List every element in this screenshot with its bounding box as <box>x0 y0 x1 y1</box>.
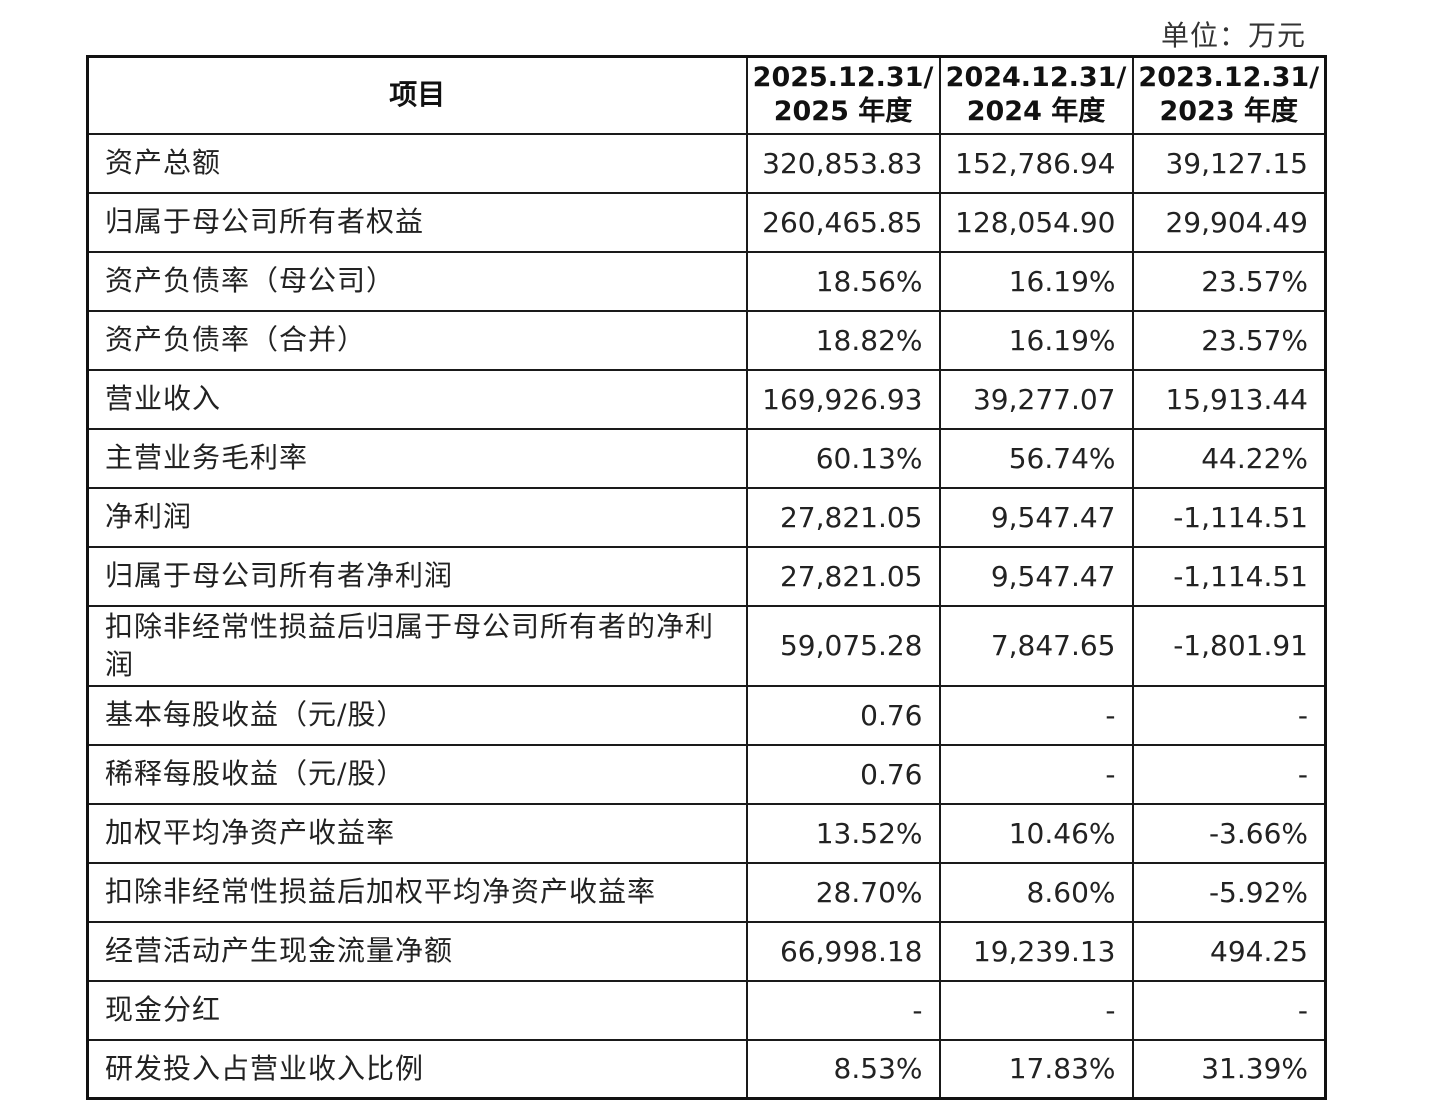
value-2023: -1,801.91 <box>1131 604 1327 687</box>
value-2025: - <box>745 979 941 1041</box>
value-2023: - <box>1131 979 1327 1041</box>
value-2025: 66,998.18 <box>745 920 941 982</box>
table-row: 稀释每股收益（元/股） 0.76 - - <box>86 743 1327 805</box>
row-label: 现金分红 <box>86 979 748 1041</box>
value-2023: -1,114.51 <box>1131 486 1327 548</box>
row-label: 基本每股收益（元/股） <box>86 684 748 746</box>
table-header-row: 项目 2025.12.31/ 2025 年度 2024.12.31/ 2024 … <box>86 55 1327 135</box>
value-2025: 59,075.28 <box>745 604 941 687</box>
table-row: 主营业务毛利率 60.13% 56.74% 44.22% <box>86 427 1327 489</box>
row-label: 资产总额 <box>86 132 748 194</box>
row-label: 经营活动产生现金流量净额 <box>86 920 748 982</box>
value-2025: 28.70% <box>745 861 941 923</box>
table-row: 资产负债率（母公司） 18.56% 16.19% 23.57% <box>86 250 1327 312</box>
value-2024: 16.19% <box>938 309 1134 371</box>
value-2023: 31.39% <box>1131 1038 1327 1100</box>
row-label: 加权平均净资产收益率 <box>86 802 748 864</box>
value-2023: 23.57% <box>1131 250 1327 312</box>
row-label: 扣除非经常性损益后加权平均净资产收益率 <box>86 861 748 923</box>
row-label: 归属于母公司所有者净利润 <box>86 545 748 607</box>
value-2025: 169,926.93 <box>745 368 941 430</box>
row-label: 稀释每股收益（元/股） <box>86 743 748 805</box>
value-2024: 128,054.90 <box>938 191 1134 253</box>
row-label: 扣除非经常性损益后归属于母公司所有者的净利润 <box>86 604 748 687</box>
value-2025: 260,465.85 <box>745 191 941 253</box>
value-2024: 17.83% <box>938 1038 1134 1100</box>
table-row: 资产负债率（合并） 18.82% 16.19% 23.57% <box>86 309 1327 371</box>
value-2025: 27,821.05 <box>745 545 941 607</box>
header-2023-date: 2023.12.31/ <box>1138 62 1320 94</box>
value-2024: - <box>938 979 1134 1041</box>
value-2025: 13.52% <box>745 802 941 864</box>
value-2025: 0.76 <box>745 684 941 746</box>
table-row: 基本每股收益（元/股） 0.76 - - <box>86 684 1327 746</box>
value-2023: 494.25 <box>1131 920 1327 982</box>
value-2023: -5.92% <box>1131 861 1327 923</box>
row-label: 资产负债率（母公司） <box>86 250 748 312</box>
table-row: 扣除非经常性损益后加权平均净资产收益率 28.70% 8.60% -5.92% <box>86 861 1327 923</box>
header-item: 项目 <box>86 55 748 135</box>
header-2025: 2025.12.31/ 2025 年度 <box>745 55 941 135</box>
value-2024: 152,786.94 <box>938 132 1134 194</box>
value-2024: 8.60% <box>938 861 1134 923</box>
row-label: 主营业务毛利率 <box>86 427 748 489</box>
header-2023-year: 2023 年度 <box>1159 96 1299 128</box>
table-row: 扣除非经常性损益后归属于母公司所有者的净利润 59,075.28 7,847.6… <box>86 604 1327 687</box>
value-2024: 56.74% <box>938 427 1134 489</box>
unit-label: 单位：万元 <box>1160 19 1306 52</box>
value-2023: 23.57% <box>1131 309 1327 371</box>
value-2024: 19,239.13 <box>938 920 1134 982</box>
value-2023: 29,904.49 <box>1131 191 1327 253</box>
financial-table: 项目 2025.12.31/ 2025 年度 2024.12.31/ 2024 … <box>86 55 1327 1100</box>
header-2024: 2024.12.31/ 2024 年度 <box>938 55 1134 135</box>
table-row: 经营活动产生现金流量净额 66,998.18 19,239.13 494.25 <box>86 920 1327 982</box>
value-2024: 9,547.47 <box>938 545 1134 607</box>
value-2025: 60.13% <box>745 427 941 489</box>
value-2023: - <box>1131 743 1327 805</box>
table-row: 研发投入占营业收入比例 8.53% 17.83% 31.39% <box>86 1038 1327 1100</box>
value-2025: 27,821.05 <box>745 486 941 548</box>
value-2025: 18.82% <box>745 309 941 371</box>
header-2025-year: 2025 年度 <box>773 96 913 128</box>
table-row: 归属于母公司所有者净利润 27,821.05 9,547.47 -1,114.5… <box>86 545 1327 607</box>
value-2023: -3.66% <box>1131 802 1327 864</box>
value-2023: 15,913.44 <box>1131 368 1327 430</box>
value-2024: 16.19% <box>938 250 1134 312</box>
value-2023: 39,127.15 <box>1131 132 1327 194</box>
value-2025: 8.53% <box>745 1038 941 1100</box>
row-label: 研发投入占营业收入比例 <box>86 1038 748 1100</box>
value-2025: 320,853.83 <box>745 132 941 194</box>
header-2024-date: 2024.12.31/ <box>945 62 1127 94</box>
table-row: 现金分红 - - - <box>86 979 1327 1041</box>
value-2024: 9,547.47 <box>938 486 1134 548</box>
value-2023: - <box>1131 684 1327 746</box>
row-label: 归属于母公司所有者权益 <box>86 191 748 253</box>
row-label: 净利润 <box>86 486 748 548</box>
table-row: 净利润 27,821.05 9,547.47 -1,114.51 <box>86 486 1327 548</box>
value-2025: 18.56% <box>745 250 941 312</box>
row-label: 营业收入 <box>86 368 748 430</box>
row-label: 资产负债率（合并） <box>86 309 748 371</box>
table-row: 加权平均净资产收益率 13.52% 10.46% -3.66% <box>86 802 1327 864</box>
header-2023: 2023.12.31/ 2023 年度 <box>1131 55 1327 135</box>
table-row: 营业收入 169,926.93 39,277.07 15,913.44 <box>86 368 1327 430</box>
table-row: 资产总额 320,853.83 152,786.94 39,127.15 <box>86 132 1327 194</box>
value-2025: 0.76 <box>745 743 941 805</box>
value-2024: 7,847.65 <box>938 604 1134 687</box>
value-2023: 44.22% <box>1131 427 1327 489</box>
value-2024: 10.46% <box>938 802 1134 864</box>
table-row: 归属于母公司所有者权益 260,465.85 128,054.90 29,904… <box>86 191 1327 253</box>
value-2024: - <box>938 743 1134 805</box>
header-2024-year: 2024 年度 <box>966 96 1106 128</box>
value-2024: - <box>938 684 1134 746</box>
value-2023: -1,114.51 <box>1131 545 1327 607</box>
value-2024: 39,277.07 <box>938 368 1134 430</box>
header-2025-date: 2025.12.31/ <box>752 62 934 94</box>
